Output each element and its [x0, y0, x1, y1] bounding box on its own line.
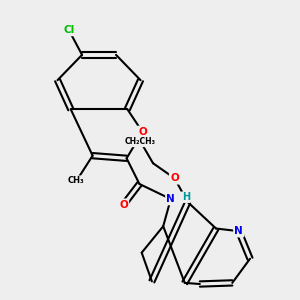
Text: CH₃: CH₃: [68, 176, 85, 185]
Text: O: O: [138, 127, 147, 137]
Text: O: O: [170, 173, 179, 183]
Text: O: O: [119, 200, 128, 210]
Text: N: N: [234, 226, 243, 236]
Text: CH₂CH₃: CH₂CH₃: [125, 137, 156, 146]
Text: N: N: [167, 194, 175, 204]
Text: H: H: [182, 192, 190, 202]
Text: Cl: Cl: [63, 25, 74, 35]
